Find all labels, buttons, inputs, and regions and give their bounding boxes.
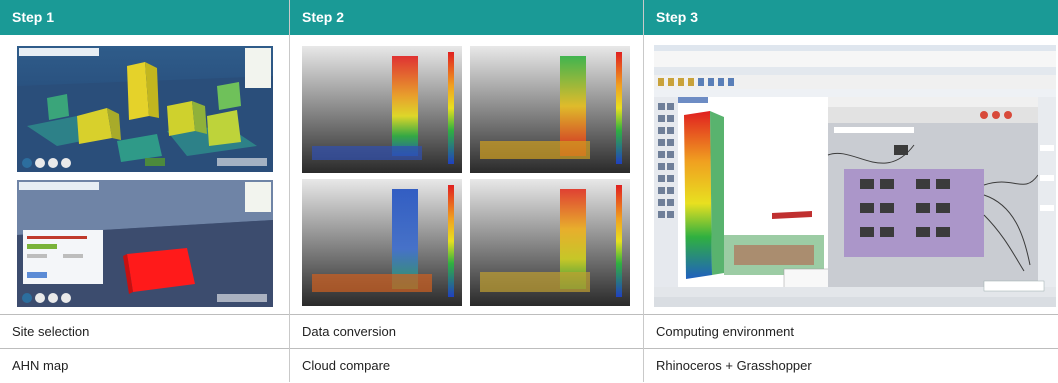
step-1-header: Step 1 (0, 0, 289, 35)
cloud-compare-images (302, 46, 630, 306)
step-1-tool: AHN map (0, 348, 289, 382)
column-divider (289, 0, 290, 382)
column-divider (643, 0, 644, 382)
step-2-label: Data conversion (290, 314, 643, 347)
step-3-label: Computing environment (644, 314, 1058, 347)
ahn-site-block-image (17, 180, 273, 307)
step-3-column: Step 3 (644, 0, 1058, 382)
ahn-city-3d-image (17, 46, 273, 172)
step-2-tool: Cloud compare (290, 348, 643, 382)
step-3-header: Step 3 (644, 0, 1058, 35)
step-2-header: Step 2 (290, 0, 643, 35)
step-1-label: Site selection (0, 314, 289, 347)
step-2-column: Step 2 (290, 0, 643, 382)
step-1-column: Step 1 (0, 0, 289, 382)
rhino-grasshopper-screenshot (654, 45, 1056, 307)
step-3-tool: Rhinoceros + Grasshopper (644, 348, 1058, 382)
